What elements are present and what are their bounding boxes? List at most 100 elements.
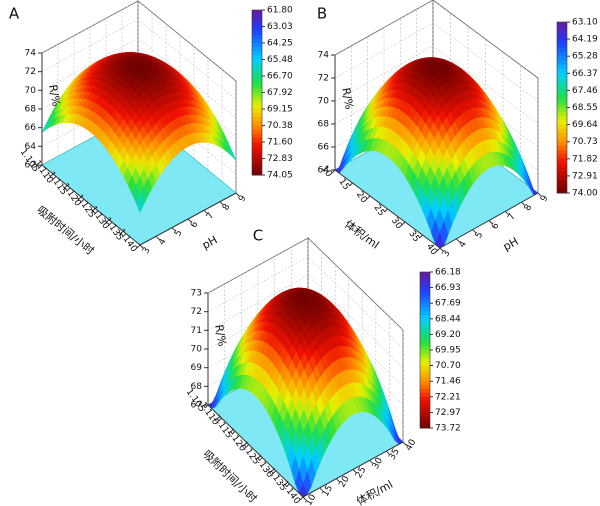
colorbar-segment xyxy=(557,175,567,181)
z-tick-label: 66 xyxy=(25,123,37,133)
colorbar-segment xyxy=(252,104,262,110)
panel-label: B xyxy=(317,5,327,23)
panel: 626466687072741.1051.1101.1151.1201.1251… xyxy=(9,0,293,258)
colorbar-segment xyxy=(252,14,262,19)
colorbar-tick-label: 69.64 xyxy=(572,120,598,130)
axis-label: 体积/ml xyxy=(342,217,382,252)
colorbar-segment xyxy=(420,291,430,296)
colorbar-tick-label: 69.95 xyxy=(435,346,461,356)
colorbar-segment xyxy=(557,81,567,87)
tick-mark xyxy=(299,496,304,501)
tick-mark xyxy=(504,210,509,215)
z-tick-label: 62 xyxy=(25,161,36,171)
tick-mark xyxy=(488,220,493,224)
z-tick-label: 74 xyxy=(318,51,330,61)
colorbar-tick-label: 69.15 xyxy=(267,105,293,115)
colorbar-segment xyxy=(557,64,567,70)
colorbar-tick-label: 63.03 xyxy=(267,22,293,32)
colorbar-tick-label: 67.46 xyxy=(572,86,598,96)
z-tick-label: 70 xyxy=(191,345,203,355)
colorbar-segment xyxy=(252,43,262,48)
colorbar-segment xyxy=(420,377,430,382)
colorbar-segment xyxy=(252,88,262,93)
y-tick-label: 40 xyxy=(404,438,419,453)
colorbar-segment xyxy=(252,166,262,172)
colorbar-segment xyxy=(252,18,262,23)
tick-mark xyxy=(472,229,477,234)
y-tick-label: 3 xyxy=(441,249,453,259)
grid-line xyxy=(41,38,237,119)
colorbar-segment xyxy=(252,154,262,159)
colorbar-segment xyxy=(557,120,567,126)
colorbar-segment xyxy=(252,150,262,155)
colorbar-segment xyxy=(420,318,430,324)
colorbar-segment xyxy=(557,163,567,168)
colorbar-segment xyxy=(420,353,430,359)
colorbar-segment xyxy=(420,314,430,320)
colorbar-tick-label: 70.73 xyxy=(572,137,598,147)
colorbar-segment xyxy=(420,279,430,285)
colorbar-tick-label: 70.38 xyxy=(267,121,293,131)
colorbar-segment xyxy=(252,92,262,98)
surface-patch xyxy=(135,193,145,214)
colorbar-segment xyxy=(252,67,262,73)
axis-label: 体积/ml xyxy=(354,477,395,506)
colorbar-segment xyxy=(557,34,567,40)
tick-mark xyxy=(231,430,236,435)
colorbar-segment xyxy=(252,133,262,139)
colorbar-segment xyxy=(252,63,262,69)
colorbar-segment xyxy=(420,342,430,347)
y-tick-label: 8 xyxy=(523,203,535,213)
colorbar-segment xyxy=(557,90,567,96)
colorbar-segment xyxy=(557,158,567,164)
tick-mark xyxy=(108,221,113,226)
colorbar-segment xyxy=(252,34,262,40)
colorbar-tick-label: 71.60 xyxy=(267,138,293,148)
colorbar-segment xyxy=(252,51,262,56)
tick-mark xyxy=(235,192,240,197)
tick-mark xyxy=(401,221,406,226)
colorbar-segment xyxy=(420,365,430,370)
tick-mark xyxy=(331,169,336,174)
z-tick-label: 64 xyxy=(318,166,330,176)
colorbar-segment xyxy=(252,129,262,135)
grid-line xyxy=(334,0,539,79)
colorbar-segment xyxy=(557,150,567,156)
tick-mark xyxy=(171,227,176,232)
colorbar-tick-label: 65.48 xyxy=(267,55,293,65)
tick-mark xyxy=(38,164,43,169)
y-tick-label: 9 xyxy=(539,194,551,204)
colorbar-segment xyxy=(557,103,567,108)
grid-line xyxy=(41,0,237,82)
colorbar-segment xyxy=(420,392,430,398)
colorbar-segment xyxy=(420,381,430,386)
y-tick-label: 4 xyxy=(157,237,169,247)
z-tick-label: 68 xyxy=(25,105,37,115)
colorbar-segment xyxy=(420,330,430,335)
z-tick-label: 72 xyxy=(191,307,202,317)
tick-mark xyxy=(419,234,423,239)
colorbar-segment xyxy=(557,128,567,134)
colorbar-segment xyxy=(420,334,430,339)
colorbar-tick-label: 74.00 xyxy=(572,189,598,199)
y-tick-label: 25 xyxy=(354,465,368,480)
tick-mark xyxy=(204,404,209,409)
colorbar-segment xyxy=(252,47,262,52)
y-tick-label: 7 xyxy=(506,212,518,222)
tick-mark xyxy=(384,208,388,213)
tick-mark xyxy=(187,218,192,223)
colorbar-segment xyxy=(420,338,430,343)
colorbar-segment xyxy=(557,137,567,143)
colorbar-segment xyxy=(420,303,430,308)
colorbar-segment xyxy=(557,167,567,173)
colorbar-segment xyxy=(420,412,430,417)
colorbar-segment xyxy=(557,171,567,177)
tick-mark xyxy=(122,233,127,237)
colorbar-tick-label: 61.80 xyxy=(267,6,293,16)
axis-label: R/% xyxy=(339,87,356,111)
y-tick-label: 9 xyxy=(237,194,249,204)
tick-mark xyxy=(439,247,444,252)
colorbar-segment xyxy=(252,55,262,60)
